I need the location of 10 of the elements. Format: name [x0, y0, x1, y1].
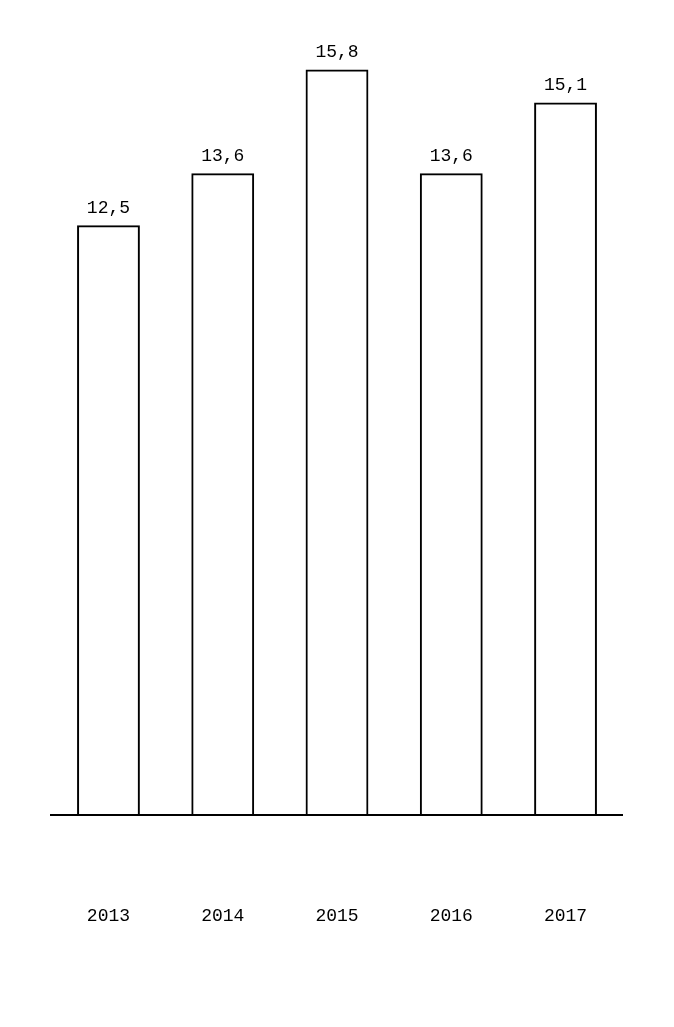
- data-label: 15,1: [543, 75, 588, 96]
- data-label: 15,8: [315, 42, 359, 63]
- data-label: 12,5: [86, 198, 131, 219]
- x-tick-label: 2014: [201, 905, 245, 926]
- data-label: 13,6: [201, 146, 245, 167]
- data-label: 13,6: [429, 146, 473, 167]
- x-tick-label: 2017: [543, 905, 588, 926]
- x-tick-label: 2016: [429, 905, 473, 926]
- x-tick-label: 2013: [86, 905, 131, 926]
- x-tick-label: 2015: [315, 905, 359, 926]
